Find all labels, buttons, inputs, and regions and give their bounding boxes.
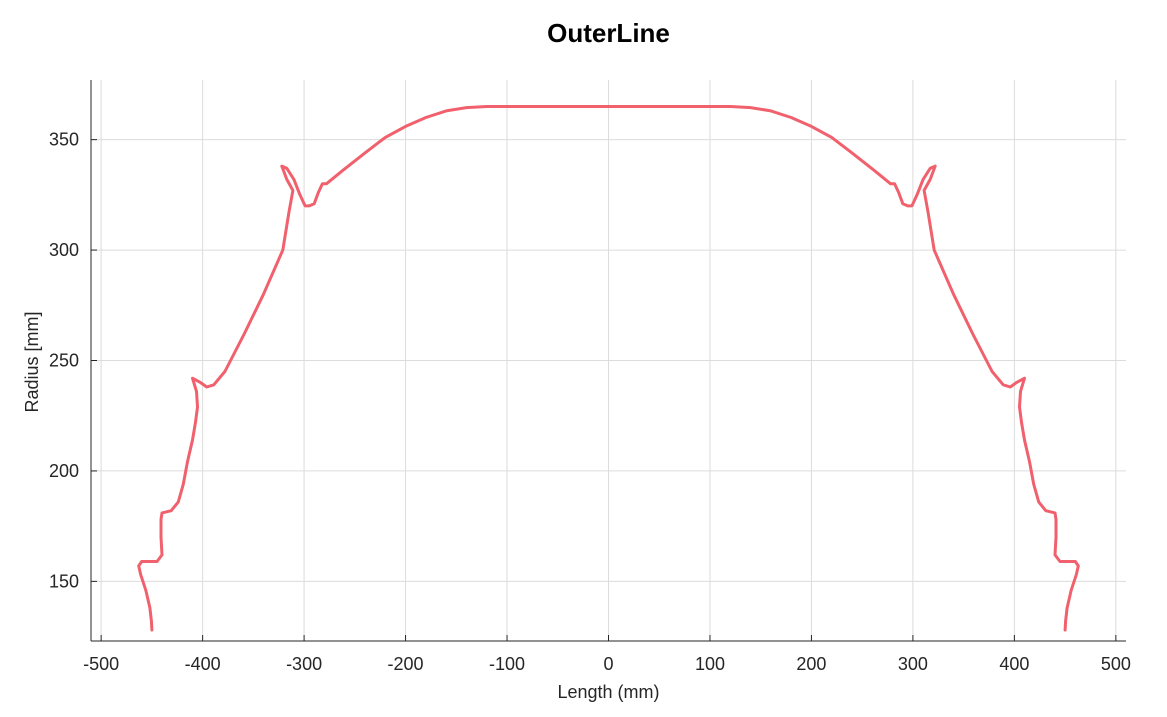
x-tick-label: 0 <box>603 654 613 674</box>
x-tick-label: 500 <box>1101 654 1131 674</box>
outerline-series-line <box>137 105 1080 632</box>
y-axis-label: Radius [mm] <box>22 311 42 412</box>
x-tick-label: -500 <box>83 654 119 674</box>
y-tick-label: 150 <box>49 571 79 591</box>
series-layer <box>137 105 1080 632</box>
x-tick-label: 300 <box>898 654 928 674</box>
x-axis-label: Length (mm) <box>557 682 659 702</box>
grid-lines <box>91 80 1126 641</box>
x-tick-label: -300 <box>286 654 322 674</box>
y-tick-label: 300 <box>49 240 79 260</box>
chart-title: OuterLine <box>547 18 670 48</box>
y-tick-label: 350 <box>49 130 79 150</box>
tick-labels: -500 -400 -300 -200 -100 0 100 200 300 400 500 150 2… <box>49 130 1131 674</box>
x-tick-label: 200 <box>796 654 826 674</box>
x-tick-label: 100 <box>695 654 725 674</box>
x-tick-label: -100 <box>489 654 525 674</box>
x-tick-label: -400 <box>185 654 221 674</box>
y-tick-label: 200 <box>49 461 79 481</box>
x-tick-label: -200 <box>388 654 424 674</box>
y-tick-label: 250 <box>49 351 79 371</box>
x-tick-label: 400 <box>999 654 1029 674</box>
